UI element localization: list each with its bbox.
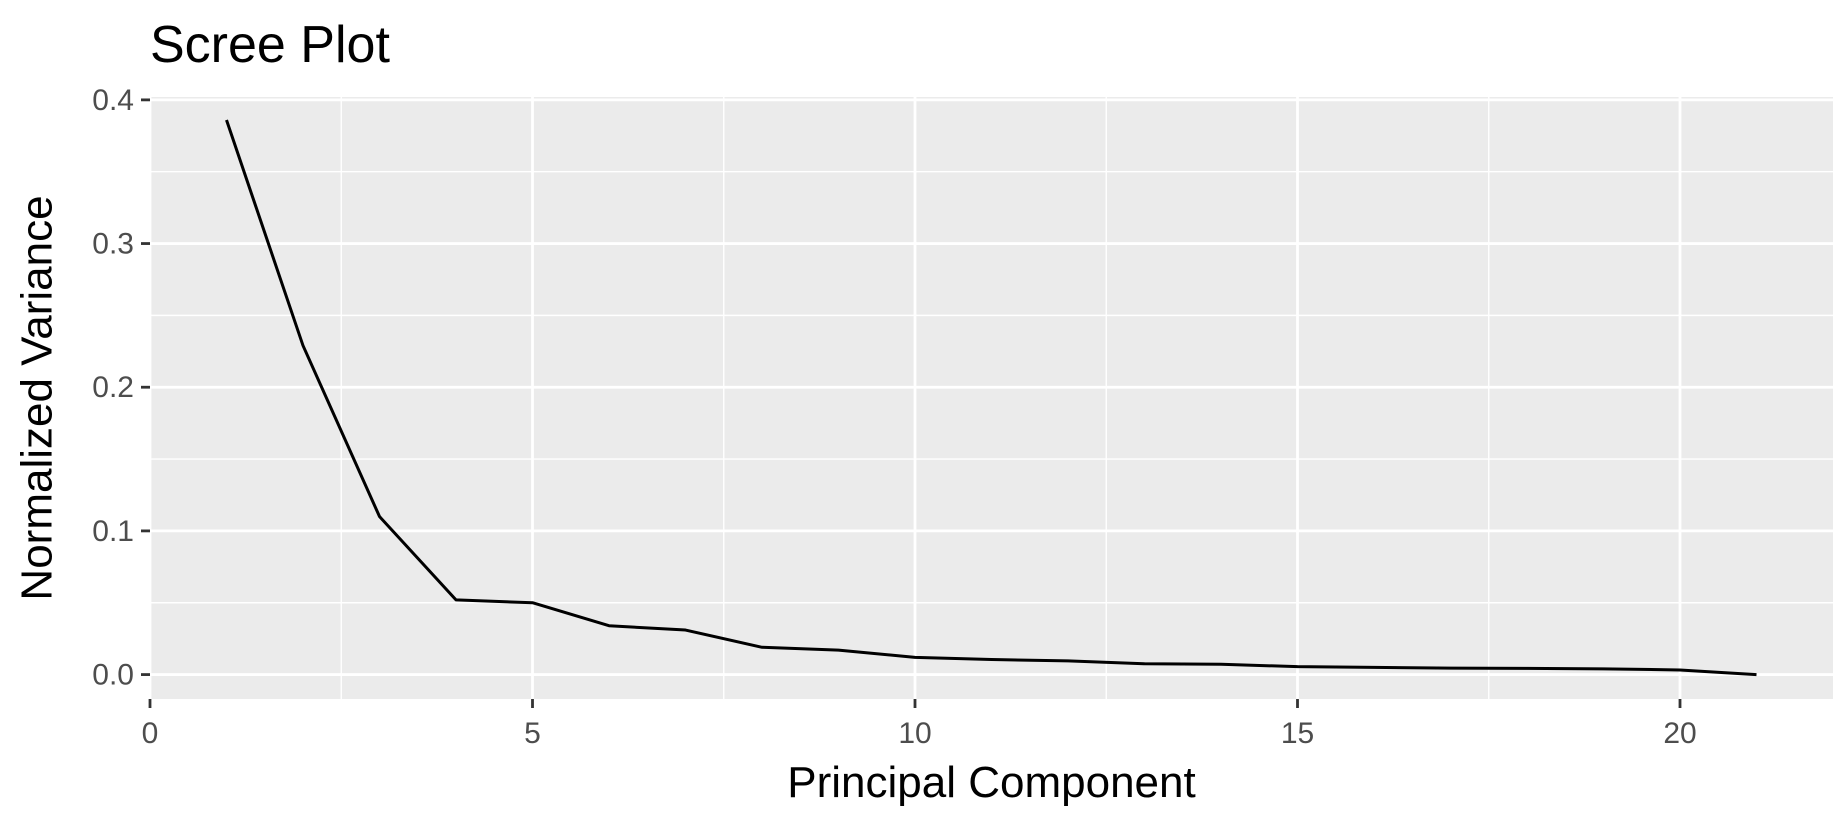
- y-axis: 0.0 0.1 0.2 0.3 0.4: [92, 84, 150, 692]
- y-axis-title: Normalized Variance: [13, 195, 62, 600]
- series-group: [225, 119, 1757, 677]
- y-tick-label: 0.1: [92, 515, 134, 548]
- x-axis: 0 5 10 15 20: [142, 699, 1697, 750]
- plot-panel: [150, 97, 1833, 699]
- x-tick-label: 15: [1281, 717, 1314, 750]
- x-tick-label: 20: [1663, 717, 1696, 750]
- y-tick-label: 0.3: [92, 228, 134, 261]
- x-tick-label: 0: [142, 717, 159, 750]
- chart-title: Scree Plot: [150, 16, 390, 74]
- major-gridlines: [148, 97, 1833, 699]
- x-tick-label: 5: [524, 717, 541, 750]
- y-tick-label: 0.2: [92, 371, 134, 404]
- x-tick-label: 10: [898, 717, 931, 750]
- x-axis-title: Principal Component: [787, 758, 1195, 807]
- minor-gridlines: [150, 97, 1833, 699]
- series-line: [225, 119, 1757, 677]
- y-tick-label: 0.4: [92, 84, 134, 117]
- y-tick-label: 0.0: [92, 659, 134, 692]
